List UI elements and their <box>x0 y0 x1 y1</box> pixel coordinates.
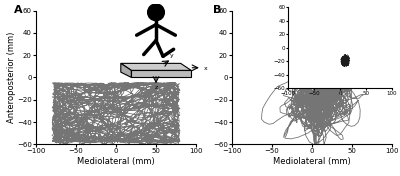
Text: B: B <box>213 5 221 15</box>
Text: z: z <box>154 85 158 90</box>
Polygon shape <box>121 63 131 77</box>
Text: y: y <box>170 53 174 58</box>
Circle shape <box>148 4 164 21</box>
Y-axis label: Anteroposterior (mm): Anteroposterior (mm) <box>6 32 16 123</box>
Text: A: A <box>14 5 22 15</box>
Polygon shape <box>131 70 191 77</box>
Text: x: x <box>204 66 207 71</box>
X-axis label: Mediolateral (mm): Mediolateral (mm) <box>77 157 155 166</box>
Polygon shape <box>121 63 191 70</box>
X-axis label: Mediolateral (mm): Mediolateral (mm) <box>273 157 351 166</box>
